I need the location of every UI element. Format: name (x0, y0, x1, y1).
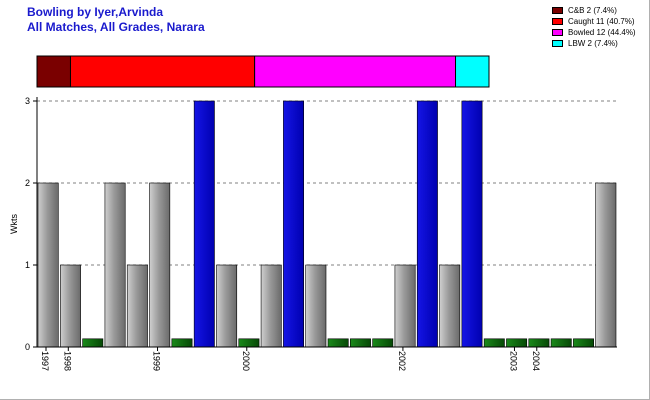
dismissal-segment-bowled (254, 55, 457, 88)
x-tick-label: 1998 (62, 351, 72, 371)
bar (171, 338, 193, 348)
bar (216, 264, 238, 348)
bar (439, 264, 461, 348)
bar (305, 264, 327, 348)
chart-subtitle: All Matches, All Grades, Narara (27, 20, 205, 34)
legend: C&B 2 (7.4%) Caught 11 (40.7%) Bowled 12 (… (552, 5, 636, 49)
legend-item: C&B 2 (7.4%) (552, 5, 636, 16)
bar (483, 338, 505, 348)
x-tick-label: 2002 (397, 351, 407, 371)
y-tick-label: 3 (25, 96, 30, 106)
x-tick-label: 1999 (152, 351, 162, 371)
bar (528, 338, 550, 348)
legend-swatch (552, 40, 563, 47)
x-tick-label: 1997 (40, 351, 50, 371)
x-tick-label: 2000 (241, 351, 251, 371)
dismissal-segment-lbw (455, 55, 490, 88)
legend-label: Caught 11 (40.7%) (568, 17, 635, 26)
bar (149, 182, 171, 348)
bar (193, 100, 215, 348)
legend-swatch (552, 18, 563, 25)
bar (461, 100, 483, 348)
legend-label: Bowled 12 (44.4%) (568, 28, 636, 37)
y-tick-label: 2 (25, 178, 30, 188)
bar (595, 182, 617, 348)
bar (283, 100, 304, 348)
bar (260, 264, 282, 348)
bar (60, 264, 81, 348)
legend-label: LBW 2 (7.4%) (568, 39, 618, 48)
y-tick-label: 0 (25, 342, 30, 352)
dismissal-segment-caught (69, 55, 256, 88)
bar (350, 338, 371, 348)
bar (238, 338, 260, 348)
bar (550, 338, 572, 348)
bar (372, 338, 394, 348)
bar (104, 182, 126, 348)
legend-swatch (552, 7, 563, 14)
chart-title: Bowling by Iyer,Arvinda (27, 5, 164, 19)
bar (82, 338, 104, 348)
bar (37, 182, 59, 348)
y-tick-label: 1 (25, 260, 30, 270)
bar (506, 338, 528, 348)
bar (126, 264, 148, 348)
bar (573, 338, 594, 348)
legend-swatch (552, 29, 563, 36)
x-tick-label: 2003 (508, 351, 518, 371)
bar (394, 264, 416, 348)
bar (416, 100, 438, 348)
dismissal-segment-cb (36, 55, 71, 88)
x-tick-label: 2004 (531, 351, 541, 371)
legend-label: C&B 2 (7.4%) (568, 6, 617, 15)
legend-item: Bowled 12 (44.4%) (552, 27, 636, 38)
y-axis-label: Wkts (9, 214, 19, 234)
legend-item: Caught 11 (40.7%) (552, 16, 636, 27)
bar (327, 338, 349, 348)
legend-item: LBW 2 (7.4%) (552, 38, 636, 49)
